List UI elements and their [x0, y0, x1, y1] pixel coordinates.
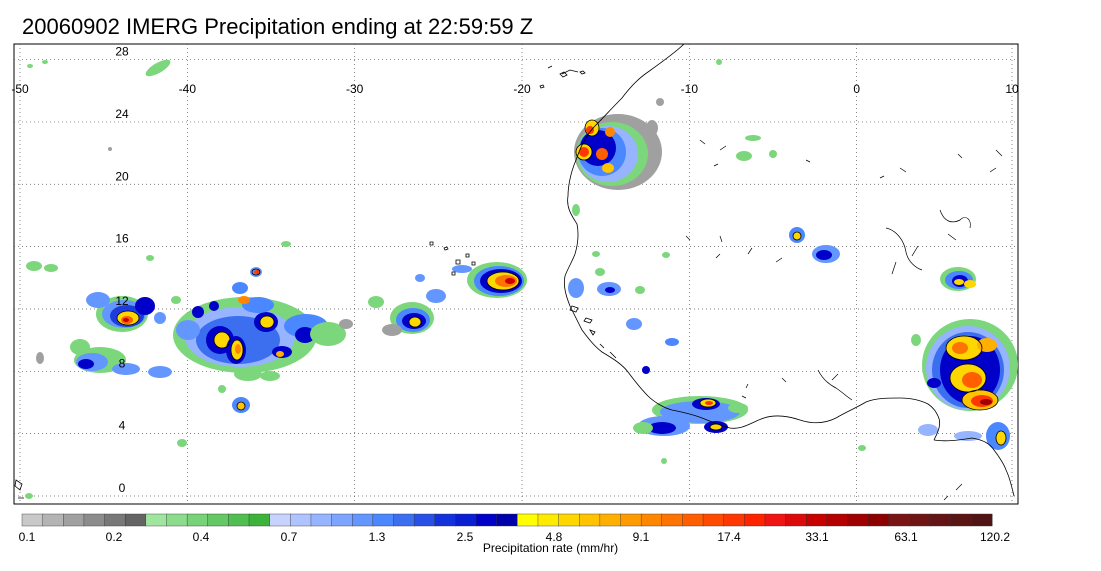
- colorbar-swatch: [723, 513, 745, 527]
- colorbar-swatch: [83, 513, 106, 527]
- colorbar-swatch: [744, 513, 766, 527]
- colorbar-swatch: [785, 513, 807, 527]
- colorbar-tick-label: 4.8: [546, 530, 563, 544]
- colorbar-swatch: [290, 513, 312, 527]
- precip-cell-northwest-africa: [572, 114, 777, 216]
- lat-label: 16: [115, 232, 129, 246]
- colorbar-tick-label: 0.7: [281, 530, 298, 544]
- colorbar-swatch: [21, 513, 44, 527]
- lat-label: 12: [115, 294, 129, 308]
- latitude-labels: 28 24 20 16 12 8 4 0: [115, 45, 129, 495]
- colorbar-swatch: [104, 513, 126, 527]
- colorbar-tick-label: 9.1: [633, 530, 650, 544]
- colorbar-swatch: [434, 513, 456, 527]
- colorbar-tick-labels: 0.1 0.2 0.4 0.7 1.3 2.5 4.8 9.1 17.4 33.1 63.1 120.…: [19, 530, 1011, 544]
- lat-lon-grid: [14, 44, 1018, 504]
- colorbar-label: Precipitation rate (mm/hr): [482, 541, 619, 555]
- colorbar-swatch: [475, 513, 498, 527]
- colorbar-swatch: [620, 513, 642, 527]
- colorbar-swatch: [413, 513, 436, 527]
- colorbar-swatch: [63, 513, 85, 527]
- colorbar-swatch: [661, 513, 683, 527]
- colorbar-swatch: [867, 513, 890, 527]
- colorbar-swatch: [950, 513, 972, 527]
- colorbar-tick-label: 0.1: [19, 530, 36, 544]
- colorbar-swatch: [124, 513, 147, 527]
- colorbar-swatch: [496, 513, 518, 527]
- inland-water: [685, 139, 1003, 501]
- lat-label: 0: [119, 481, 126, 495]
- lat-label: 28: [115, 45, 129, 59]
- coastline: [14, 44, 1015, 499]
- precip-scattered-light: [25, 59, 866, 499]
- colorbar-tick-label: 0.2: [106, 530, 123, 544]
- colorbar-swatch: [42, 513, 64, 527]
- colorbar-swatch: [331, 513, 353, 527]
- colorbar-tick-label: 33.1: [805, 530, 829, 544]
- colorbar-swatch: [929, 513, 952, 527]
- lon-label: -10: [681, 82, 699, 96]
- colorbar-swatch: [228, 513, 250, 527]
- precip-cell-nigeria: [911, 267, 1018, 450]
- colorbar-swatch: [579, 513, 601, 527]
- colorbar-swatch: [269, 513, 291, 527]
- colorbar-swatch: [888, 513, 910, 527]
- lon-label: -50: [11, 82, 29, 96]
- colorbar-tick-label: 0.4: [193, 530, 210, 544]
- lon-label: 10: [1005, 82, 1019, 96]
- colorbar-swatch: [248, 513, 271, 527]
- lat-label: 8: [119, 356, 126, 370]
- lon-label: 0: [853, 82, 860, 96]
- intense-cell-contours: [116, 119, 1007, 446]
- colorbar-swatch: [682, 513, 704, 527]
- colorbar-swatch: [826, 513, 849, 527]
- page-title: 20060902 IMERG Precipitation ending at 2…: [22, 14, 534, 39]
- lat-label: 24: [115, 107, 129, 121]
- colorbar-tick-label: 63.1: [894, 530, 918, 544]
- lat-label: 20: [115, 169, 129, 183]
- colorbar-tick-label: 2.5: [457, 530, 474, 544]
- colorbar-tick-label: 120.2: [980, 530, 1010, 544]
- colorbar-swatch: [372, 513, 394, 527]
- colorbar-swatch: [971, 513, 993, 527]
- colorbar-swatch: [352, 513, 374, 527]
- lon-label: -20: [513, 82, 531, 96]
- precipitation-colorbar: [21, 513, 993, 527]
- precipitation-field: [25, 59, 1018, 499]
- colorbar-swatch: [517, 513, 539, 527]
- lon-label: -40: [179, 82, 197, 96]
- colorbar-tick-label: 17.4: [717, 530, 741, 544]
- colorbar-swatch: [166, 513, 188, 527]
- longitude-labels: -50 -40 -30 -20 -10 0 10: [11, 82, 1019, 96]
- colorbar-swatch: [640, 513, 663, 527]
- colorbar-tick-label: 1.3: [369, 530, 386, 544]
- colorbar-swatch: [806, 513, 828, 527]
- colorbar-swatch: [909, 513, 931, 527]
- colorbar-swatch: [186, 513, 209, 527]
- colorbar-swatch: [764, 513, 787, 527]
- colorbar-swatch: [702, 513, 725, 527]
- precip-cell-west-africa: [568, 227, 840, 436]
- colorbar-swatch: [847, 513, 869, 527]
- colorbar-swatch: [207, 513, 229, 527]
- colorbar-swatch: [455, 513, 477, 527]
- colorbar-swatch: [145, 513, 167, 527]
- colorbar-swatch: [558, 513, 580, 527]
- lon-label: -30: [346, 82, 364, 96]
- lat-label: 4: [119, 419, 126, 433]
- colorbar-swatch: [599, 513, 622, 527]
- colorbar-swatch: [537, 513, 560, 527]
- colorbar-swatch: [310, 513, 333, 527]
- colorbar-swatch: [393, 513, 415, 527]
